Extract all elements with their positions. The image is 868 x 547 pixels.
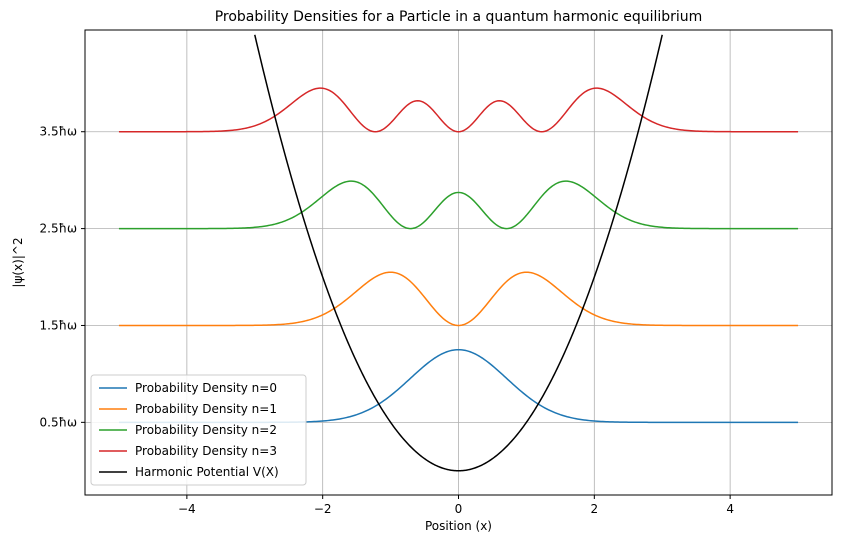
series-line-n2 xyxy=(118,180,799,230)
legend-entry: Probability Density n=0 xyxy=(135,381,277,395)
x-tick-label: 4 xyxy=(726,502,734,516)
y-axis-label: |ψ(x)|^2 xyxy=(11,237,25,287)
legend: Probability Density n=0 Probability Densi… xyxy=(90,374,307,486)
chart-title: Probability Densities for a Particle in … xyxy=(215,9,703,25)
legend-entry: Harmonic Potential V(X) xyxy=(135,465,279,479)
y-tick-label: 1.5ħω xyxy=(40,318,77,332)
y-tick-label: 3.5ħω xyxy=(40,125,77,139)
legend-entry: Probability Density n=3 xyxy=(135,444,277,458)
x-tick-label: −2 xyxy=(314,502,332,516)
series-layer xyxy=(118,34,799,472)
ticks: −4 −2 0 2 4 0.5ħω 1.5ħω 2.5ħω 3.5ħω xyxy=(40,125,734,516)
x-tick-label: −4 xyxy=(178,502,196,516)
y-tick-label: 2.5ħω xyxy=(40,222,77,236)
series-line-n3 xyxy=(118,87,799,133)
legend-box xyxy=(90,374,307,486)
potential-line xyxy=(254,34,663,472)
x-tick-label: 0 xyxy=(455,502,463,516)
x-axis-label: Position (x) xyxy=(425,519,492,533)
legend-entry: Probability Density n=1 xyxy=(135,402,277,416)
legend-entry: Probability Density n=2 xyxy=(135,423,277,437)
y-tick-label: 0.5ħω xyxy=(40,415,77,429)
x-tick-label: 2 xyxy=(590,502,598,516)
series-line-n1 xyxy=(118,271,799,327)
